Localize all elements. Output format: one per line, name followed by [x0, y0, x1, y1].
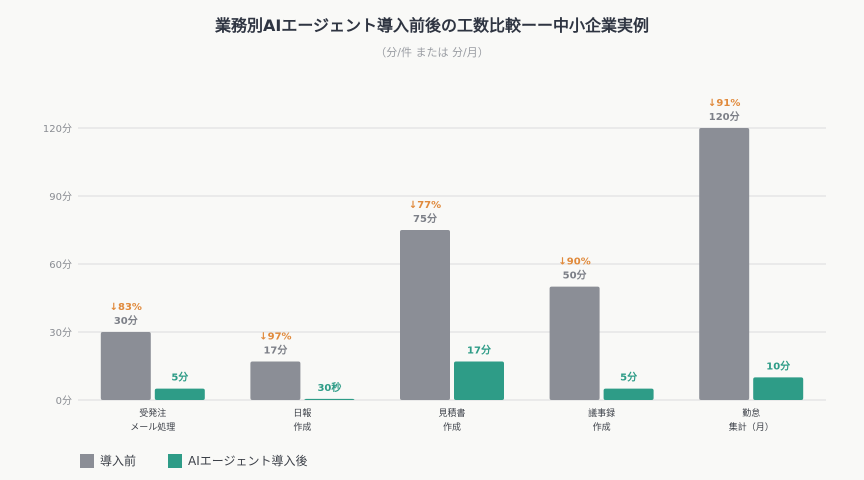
- x-tick-label: 作成: [293, 421, 311, 433]
- legend-item-after: AIエージェント導入後: [168, 452, 308, 469]
- bar-before: [250, 361, 301, 400]
- bar-value-label-before: 75分: [413, 212, 437, 225]
- bar-value-label-after: 5分: [620, 371, 637, 384]
- bar-after: [304, 398, 355, 400]
- bar-value-label-before: 50分: [563, 269, 587, 282]
- bar-value-label-after: 30秒: [317, 381, 341, 394]
- chart-subtitle: （分/件 または 分/月）: [375, 46, 489, 59]
- x-tick-label: 勤怠: [742, 407, 760, 419]
- x-tick-label: 作成: [443, 421, 461, 433]
- bar-after: [603, 388, 654, 400]
- bar-before: [400, 230, 450, 400]
- legend-label-before: 導入前: [100, 454, 137, 468]
- legend-swatch-before: [80, 453, 94, 468]
- bars-layer: [100, 128, 804, 400]
- chart-title: 業務別AIエージェント導入前後の工数比較ーー中小企業実例: [214, 16, 650, 35]
- reduction-label: ↓91%: [708, 98, 740, 109]
- bar-before: [100, 332, 151, 400]
- bar-after: [753, 377, 804, 400]
- bar-after: [154, 388, 205, 400]
- reduction-label: ↓90%: [558, 257, 590, 268]
- bar-value-label-before: 17分: [263, 343, 287, 356]
- bar-value-label-after: 17分: [467, 343, 491, 356]
- x-tick-label: 議事録: [588, 407, 615, 419]
- x-tick-label: メール処理: [130, 421, 175, 433]
- y-tick-label: 90分: [49, 191, 72, 203]
- reduction-label: ↓83%: [110, 302, 142, 313]
- y-tick-label: 120分: [43, 123, 72, 135]
- bar-value-label-after: 5分: [171, 371, 188, 384]
- x-tick-label: 作成: [593, 421, 611, 433]
- bar-value-label-before: 120分: [709, 110, 740, 123]
- x-tick-label: 集計（月）: [729, 421, 774, 433]
- x-tick-label: 見積書: [438, 407, 465, 419]
- reduction-label: ↓77%: [409, 200, 441, 211]
- legend-item-before: 導入前: [80, 452, 136, 469]
- bar-value-label-after: 10分: [766, 359, 790, 372]
- y-tick-label: 0分: [56, 395, 72, 407]
- reduction-label: ↓97%: [259, 331, 291, 342]
- bar-after: [454, 361, 504, 400]
- bar-value-label-before: 30分: [114, 314, 138, 327]
- legend-label-after: AIエージェント導入後: [188, 454, 308, 468]
- legend-swatch-after: [168, 453, 183, 468]
- labels-layer: 30分↓83%5分受発注メール処理17分↓97%30秒日報作成75分↓77%17…: [110, 98, 791, 433]
- bar-before: [699, 128, 750, 400]
- bar-before: [549, 286, 600, 400]
- legend: 導入前 AIエージェント導入後: [80, 452, 308, 469]
- y-tick-label: 60分: [49, 259, 72, 271]
- x-tick-label: 日報: [293, 408, 311, 419]
- x-tick-label: 受発注: [139, 407, 166, 419]
- y-tick-label: 30分: [49, 327, 72, 339]
